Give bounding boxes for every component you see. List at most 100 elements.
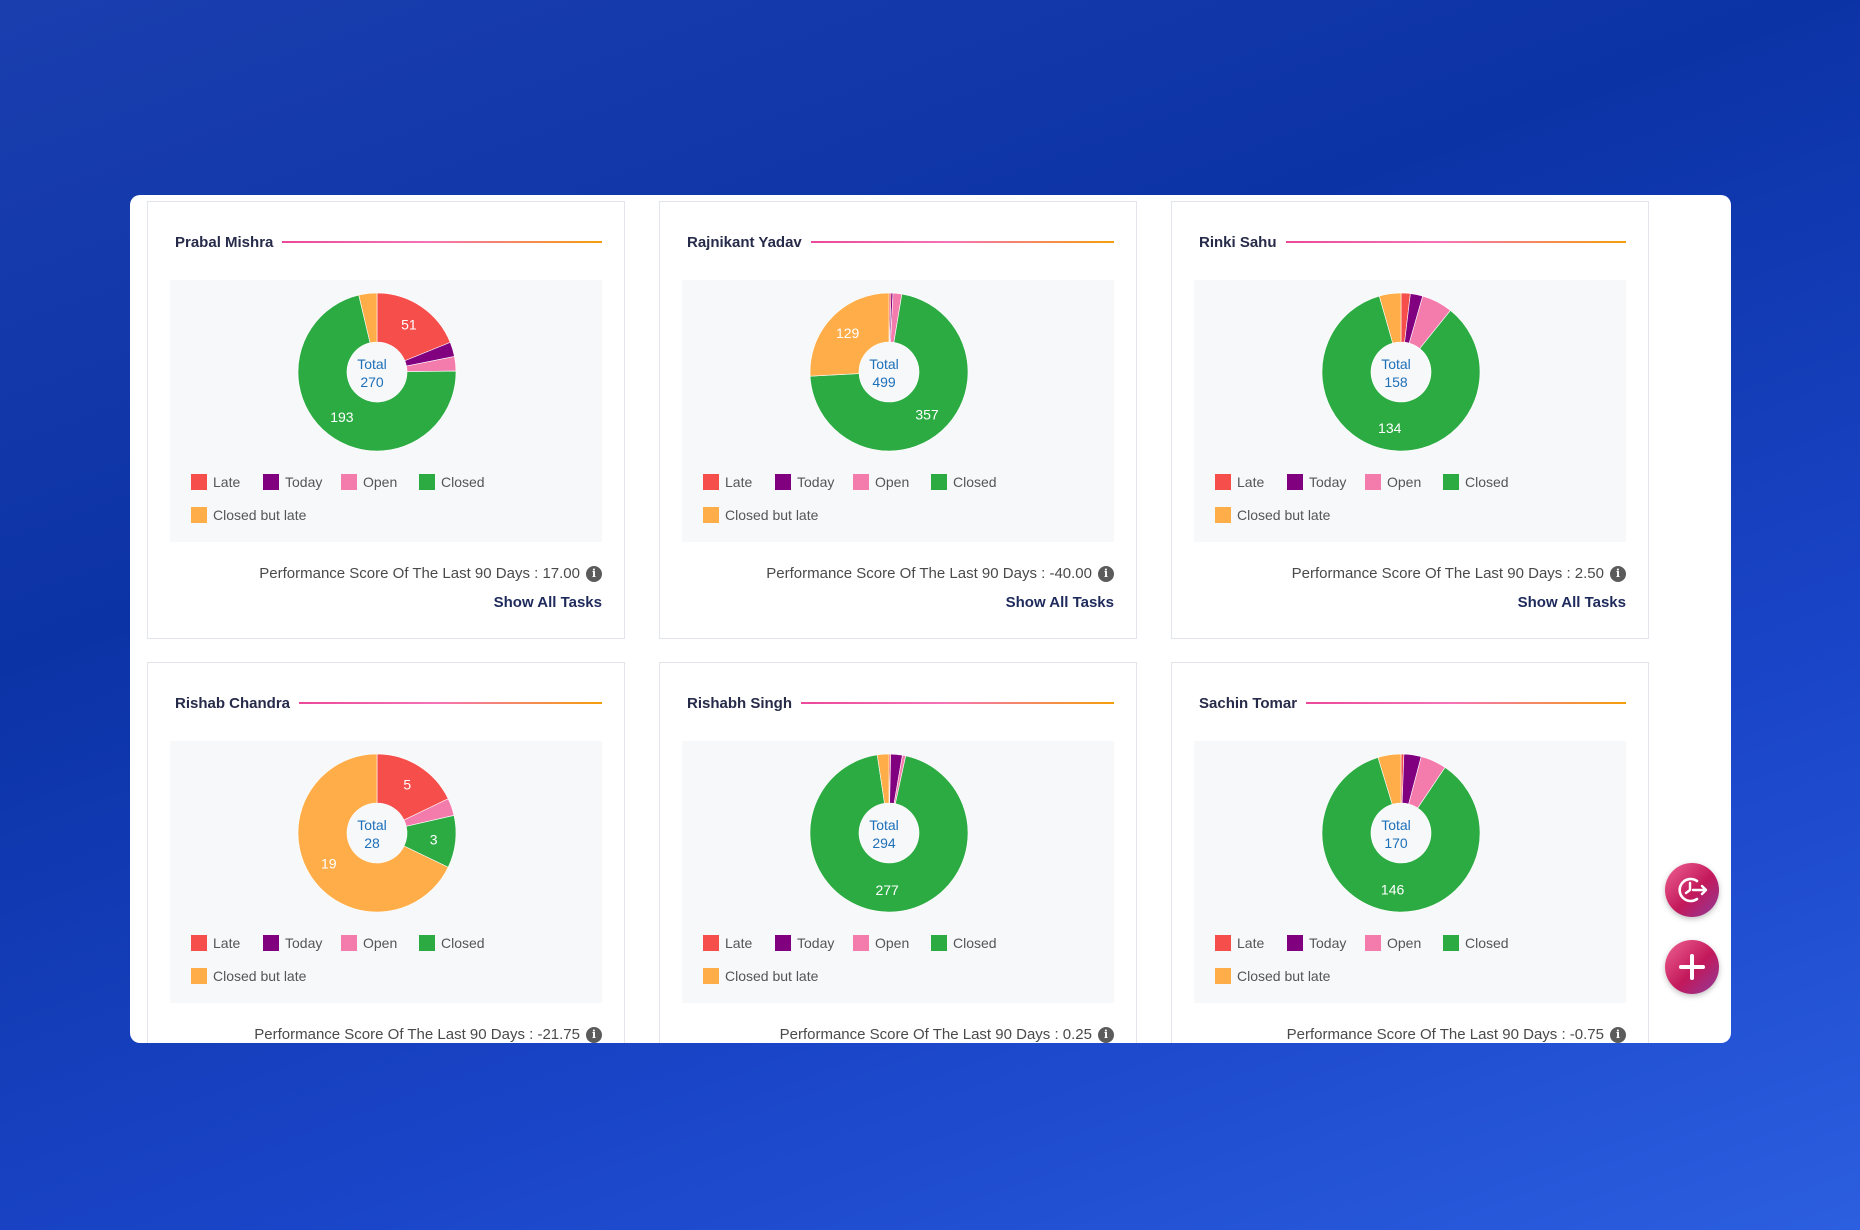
- user-card: Rishab Chandra 5 3 19 Total 28 Late Today Open Cl…: [147, 662, 625, 1043]
- donut-chart[interactable]: 51 193: [297, 292, 457, 452]
- donut-chart[interactable]: 146: [1321, 753, 1481, 913]
- total-display: Total 270: [330, 355, 414, 391]
- total-label: Total: [1381, 817, 1411, 833]
- performance-score: Performance Score Of The Last 90 Days : …: [254, 1026, 602, 1043]
- slice-closed[interactable]: [1321, 295, 1481, 452]
- user-name: Rajnikant Yadav: [687, 233, 802, 251]
- legend-swatch: [263, 935, 279, 951]
- total-value: 294: [872, 835, 896, 851]
- donut-chart[interactable]: 134: [1321, 292, 1481, 452]
- legend-item-open[interactable]: Open: [1365, 474, 1421, 490]
- slice-closed[interactable]: [809, 754, 969, 913]
- legend-label: Late: [213, 474, 241, 490]
- plus-icon: [1679, 954, 1705, 980]
- legend-item-closed-but-late[interactable]: Closed but late: [191, 507, 306, 523]
- legend-label: Closed but late: [1237, 507, 1331, 523]
- legend-item-late[interactable]: Late: [703, 935, 752, 951]
- chart-container: 146 Total 170 Late Today Open Closed Closed but…: [1194, 741, 1626, 1003]
- slice-closed-but-late[interactable]: [1377, 753, 1402, 805]
- legend-item-closed-but-late[interactable]: Closed but late: [191, 968, 306, 984]
- info-icon[interactable]: i: [1610, 1026, 1626, 1043]
- legend-swatch: [703, 474, 719, 490]
- legend-item-closed[interactable]: Closed: [931, 474, 997, 490]
- legend-item-closed-but-late[interactable]: Closed but late: [703, 968, 818, 984]
- legend-item-closed[interactable]: Closed: [931, 935, 997, 951]
- legend-label: Today: [1309, 474, 1347, 490]
- card-header: Rajnikant Yadav: [687, 230, 1114, 254]
- slice-late[interactable]: [376, 292, 451, 362]
- show-all-tasks-link[interactable]: Show All Tasks: [493, 594, 602, 611]
- legend-swatch: [191, 935, 207, 951]
- legend-swatch: [1215, 968, 1231, 984]
- slice-closed[interactable]: [809, 293, 969, 452]
- info-icon[interactable]: i: [1098, 1026, 1114, 1043]
- legend-item-open[interactable]: Open: [853, 935, 909, 951]
- legend-item-closed-but-late[interactable]: Closed but late: [703, 507, 818, 523]
- info-icon[interactable]: i: [1610, 565, 1626, 582]
- legend-label: Late: [1237, 935, 1265, 951]
- legend-item-closed[interactable]: Closed: [1443, 935, 1509, 951]
- legend-item-late[interactable]: Late: [703, 474, 752, 490]
- chart-container: 277 Total 294 Late Today Open Closed Closed but…: [682, 741, 1114, 1003]
- legend-swatch: [1365, 935, 1381, 951]
- slice-closed-but-late[interactable]: [876, 753, 890, 804]
- legend-item-closed[interactable]: Closed: [1443, 474, 1509, 490]
- donut-chart[interactable]: 357 129: [809, 292, 969, 452]
- legend-item-late[interactable]: Late: [191, 935, 240, 951]
- legend-item-closed-but-late[interactable]: Closed but late: [1215, 507, 1330, 523]
- legend-item-open[interactable]: Open: [853, 474, 909, 490]
- slice-value-label: 51: [401, 317, 417, 333]
- show-all-tasks-link[interactable]: Show All Tasks: [1005, 594, 1114, 611]
- chart-container: 51 193 Total 270 Late Today Open Closed Closed b…: [170, 280, 602, 542]
- slice-closed-but-late[interactable]: [297, 753, 449, 913]
- legend-item-today[interactable]: Today: [775, 935, 834, 951]
- legend-item-today[interactable]: Today: [263, 935, 322, 951]
- slice-value-label: 19: [321, 855, 337, 871]
- performance-score: Performance Score Of The Last 90 Days : …: [1292, 565, 1626, 582]
- slice-value-label: 5: [403, 777, 411, 793]
- legend-item-open[interactable]: Open: [1365, 935, 1421, 951]
- slice-closed-but-late[interactable]: [1378, 292, 1402, 344]
- total-display: Total 170: [1354, 816, 1438, 852]
- info-icon[interactable]: i: [586, 565, 602, 582]
- slice-closed[interactable]: [297, 294, 457, 452]
- donut-chart[interactable]: 5 3 19: [297, 753, 457, 913]
- slice-value-label: 277: [875, 882, 899, 898]
- legend-swatch: [1215, 507, 1231, 523]
- slice-closed[interactable]: [1321, 757, 1481, 913]
- legend-swatch: [1443, 474, 1459, 490]
- legend-item-today[interactable]: Today: [1287, 474, 1346, 490]
- donut-chart[interactable]: 277: [809, 753, 969, 913]
- header-divider: [299, 702, 602, 704]
- header-divider: [282, 241, 602, 243]
- legend-item-closed[interactable]: Closed: [419, 474, 485, 490]
- legend-item-late[interactable]: Late: [1215, 474, 1264, 490]
- legend-label: Today: [285, 474, 323, 490]
- slice-value-label: 357: [915, 406, 939, 422]
- header-divider: [810, 241, 1114, 243]
- slice-closed-but-late[interactable]: [809, 292, 890, 377]
- slice-closed-but-late[interactable]: [358, 292, 378, 344]
- legend-item-open[interactable]: Open: [341, 935, 397, 951]
- card-header: Prabal Mishra: [175, 230, 602, 254]
- legend-item-today[interactable]: Today: [1287, 935, 1346, 951]
- timer-logout-button[interactable]: [1665, 863, 1719, 917]
- legend-swatch: [1287, 935, 1303, 951]
- add-button[interactable]: [1665, 940, 1719, 994]
- score-value: 2.50: [1574, 565, 1604, 582]
- chart-container: 5 3 19 Total 28 Late Today Open Closed Closed but…: [170, 741, 602, 1003]
- card-header: Sachin Tomar: [1199, 691, 1626, 715]
- legend-label: Open: [875, 474, 910, 490]
- legend-item-late[interactable]: Late: [1215, 935, 1264, 951]
- legend-item-today[interactable]: Today: [263, 474, 322, 490]
- info-icon[interactable]: i: [586, 1026, 602, 1043]
- show-all-tasks-link[interactable]: Show All Tasks: [1517, 594, 1626, 611]
- legend-item-closed-but-late[interactable]: Closed but late: [1215, 968, 1330, 984]
- score-value: -0.75: [1569, 1026, 1604, 1043]
- legend-item-open[interactable]: Open: [341, 474, 397, 490]
- legend-item-closed[interactable]: Closed: [419, 935, 485, 951]
- legend-item-today[interactable]: Today: [775, 474, 834, 490]
- legend-swatch: [419, 474, 435, 490]
- legend-item-late[interactable]: Late: [191, 474, 240, 490]
- info-icon[interactable]: i: [1098, 565, 1114, 582]
